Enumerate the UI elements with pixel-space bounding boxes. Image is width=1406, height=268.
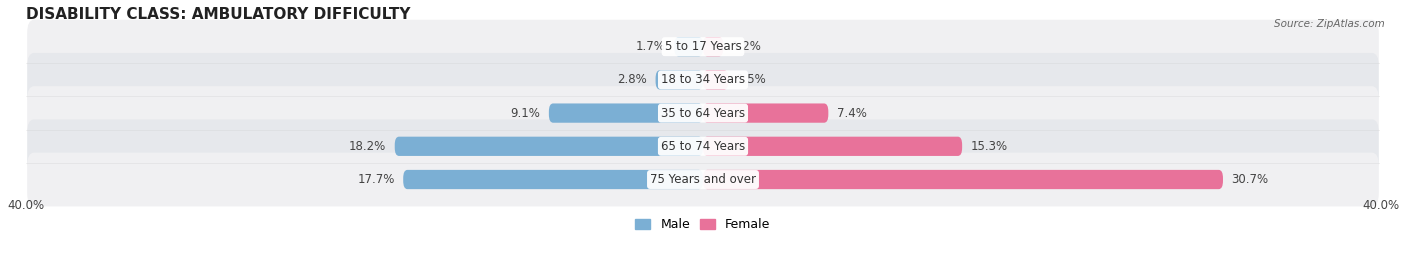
Text: 35 to 64 Years: 35 to 64 Years: [661, 107, 745, 120]
FancyBboxPatch shape: [675, 37, 703, 56]
Text: 18 to 34 Years: 18 to 34 Years: [661, 73, 745, 86]
FancyBboxPatch shape: [703, 170, 1223, 189]
Text: 75 Years and over: 75 Years and over: [650, 173, 756, 186]
Text: 7.4%: 7.4%: [837, 107, 866, 120]
Text: 65 to 74 Years: 65 to 74 Years: [661, 140, 745, 153]
Text: 9.1%: 9.1%: [510, 107, 540, 120]
Text: Source: ZipAtlas.com: Source: ZipAtlas.com: [1274, 19, 1385, 29]
FancyBboxPatch shape: [548, 103, 703, 123]
Text: 1.5%: 1.5%: [737, 73, 766, 86]
Text: 30.7%: 30.7%: [1232, 173, 1268, 186]
FancyBboxPatch shape: [27, 120, 1379, 173]
Text: 2.8%: 2.8%: [617, 73, 647, 86]
FancyBboxPatch shape: [655, 70, 703, 90]
FancyBboxPatch shape: [703, 37, 723, 56]
Text: 5 to 17 Years: 5 to 17 Years: [665, 40, 741, 53]
FancyBboxPatch shape: [703, 103, 828, 123]
Legend: Male, Female: Male, Female: [630, 213, 776, 236]
FancyBboxPatch shape: [703, 70, 728, 90]
FancyBboxPatch shape: [27, 86, 1379, 140]
FancyBboxPatch shape: [27, 152, 1379, 206]
Text: DISABILITY CLASS: AMBULATORY DIFFICULTY: DISABILITY CLASS: AMBULATORY DIFFICULTY: [25, 7, 411, 22]
FancyBboxPatch shape: [404, 170, 703, 189]
Text: 1.7%: 1.7%: [636, 40, 665, 53]
FancyBboxPatch shape: [703, 137, 962, 156]
Text: 17.7%: 17.7%: [357, 173, 395, 186]
Text: 1.2%: 1.2%: [731, 40, 762, 53]
FancyBboxPatch shape: [395, 137, 703, 156]
FancyBboxPatch shape: [27, 53, 1379, 107]
FancyBboxPatch shape: [27, 20, 1379, 73]
Text: 15.3%: 15.3%: [970, 140, 1008, 153]
Text: 18.2%: 18.2%: [349, 140, 387, 153]
